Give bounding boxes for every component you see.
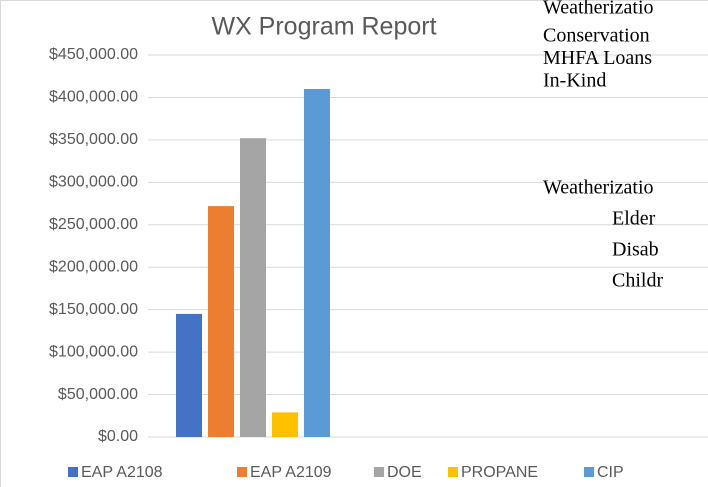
y-tick-label: $450,000.00 bbox=[49, 46, 138, 63]
chart-title: WX Program Report bbox=[211, 13, 436, 41]
y-tick-label: $50,000.00 bbox=[58, 386, 138, 403]
document-line: In-Kind bbox=[543, 70, 606, 92]
legend-swatch bbox=[68, 467, 78, 477]
legend-swatch bbox=[584, 467, 594, 477]
y-tick-label: $300,000.00 bbox=[49, 174, 138, 191]
legend-swatch bbox=[374, 467, 384, 477]
y-tick-label: $100,000.00 bbox=[49, 343, 138, 360]
document-subline: Disab bbox=[612, 239, 659, 261]
bar bbox=[176, 313, 202, 437]
bar bbox=[240, 138, 266, 438]
bar bbox=[272, 412, 298, 437]
legend-swatch bbox=[448, 467, 458, 477]
document-subline: Elder bbox=[612, 208, 656, 230]
y-tick-label: $350,000.00 bbox=[49, 131, 138, 148]
legend-label: CIP bbox=[597, 464, 624, 481]
legend-label: EAP A2109 bbox=[250, 464, 332, 481]
legend-label: PROPANE bbox=[461, 464, 538, 481]
document-line: Conservation bbox=[543, 24, 650, 46]
legend-label: DOE bbox=[387, 464, 422, 481]
y-tick-label: $200,000.00 bbox=[49, 258, 138, 275]
document-subline: Childr bbox=[612, 270, 663, 292]
y-tick-label: $400,000.00 bbox=[49, 89, 138, 106]
document-section: Weatherizatio bbox=[543, 177, 654, 199]
document-line: Weatherizatio bbox=[543, 0, 654, 19]
y-tick-label: $250,000.00 bbox=[49, 216, 138, 233]
legend-label: EAP A2108 bbox=[81, 464, 163, 481]
bar bbox=[208, 206, 234, 437]
legend-swatch bbox=[237, 467, 247, 477]
y-tick-label: $0.00 bbox=[98, 428, 138, 445]
document-line: MHFA Loans bbox=[543, 47, 652, 69]
y-tick-label: $150,000.00 bbox=[49, 301, 138, 318]
bar bbox=[304, 88, 330, 437]
